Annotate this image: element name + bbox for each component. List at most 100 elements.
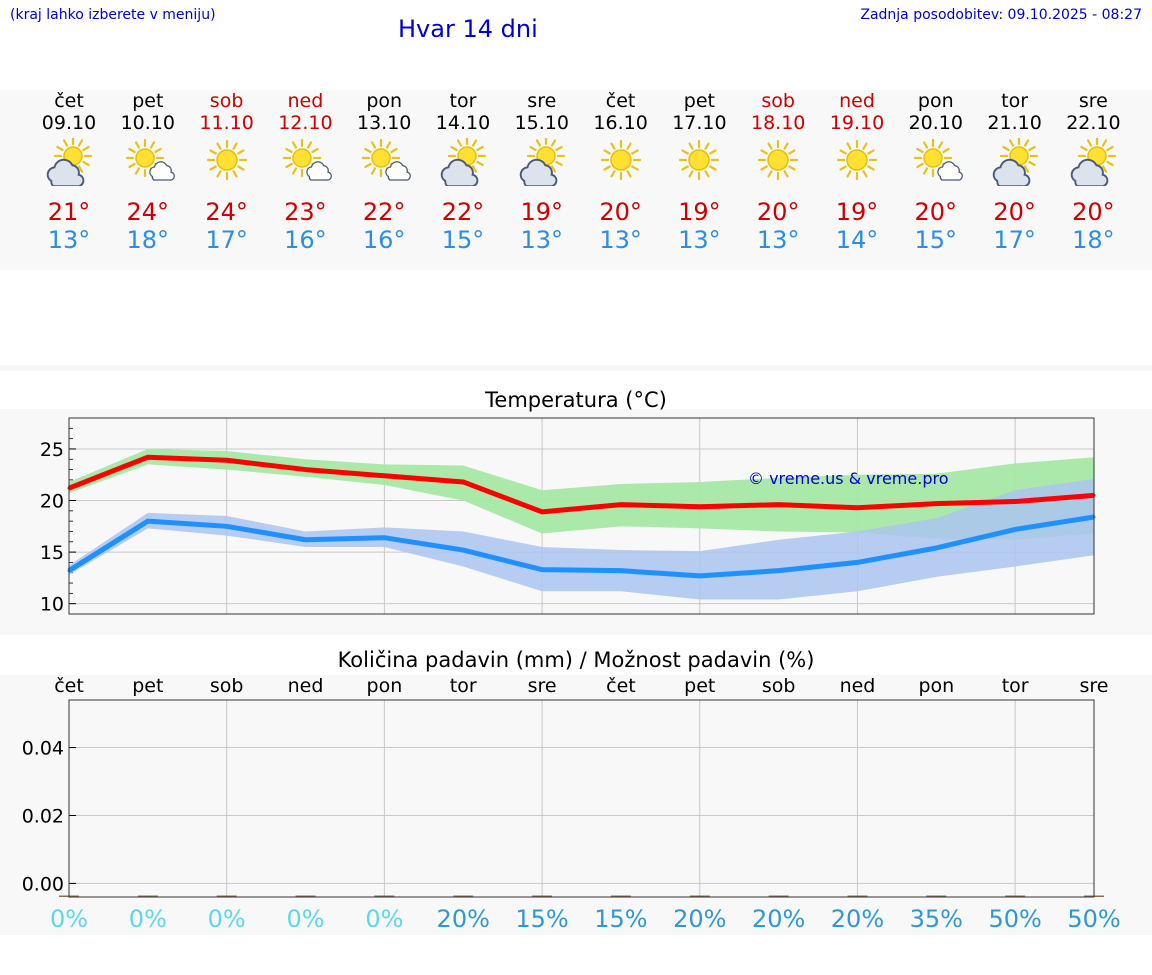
sun-cloud-small-icon xyxy=(913,138,963,181)
y-tick-label: 0.02 xyxy=(22,805,64,827)
day-date: 15.10 xyxy=(514,112,569,134)
max-temp-line-point xyxy=(698,505,702,509)
max-temp-line-point xyxy=(225,458,229,462)
category-label: pet xyxy=(684,675,715,697)
y-tick-label: 25 xyxy=(40,439,64,461)
category-label: ned xyxy=(288,675,324,697)
min-temp-line-point xyxy=(461,548,465,552)
precipitation-bar xyxy=(374,895,395,897)
precipitation-probability: 0% xyxy=(208,905,246,933)
max-temp: 19° xyxy=(835,198,879,226)
max-temp: 20° xyxy=(993,198,1036,226)
max-temp-line-point xyxy=(540,510,544,514)
max-temp: 21° xyxy=(47,198,91,226)
category-label: pon xyxy=(367,675,403,697)
precipitation-bar xyxy=(768,895,789,897)
sun-icon xyxy=(679,139,720,181)
day-forecast: ned 12.10 23° 16° xyxy=(265,90,345,254)
y-tick-label: 10 xyxy=(40,594,64,616)
min-temp: 15° xyxy=(441,226,485,254)
cloud-sun-icon xyxy=(46,138,93,186)
precipitation-probability: 0% xyxy=(129,905,167,933)
min-temp: 13° xyxy=(599,226,642,254)
cloud-glyph xyxy=(46,158,85,186)
sun-icon xyxy=(600,139,641,181)
day-date: 14.10 xyxy=(435,112,491,134)
page-title: Hvar 14 dni xyxy=(398,15,538,43)
day-name: čet xyxy=(605,90,636,112)
min-temp: 13° xyxy=(678,226,721,254)
sun-icon xyxy=(679,139,720,181)
precipitation-bar xyxy=(1005,895,1026,897)
min-temp: 13° xyxy=(520,226,564,254)
y-tick-label: 0.00 xyxy=(22,873,64,895)
category-label: pet xyxy=(132,675,163,697)
sun-cloud-small-icon xyxy=(283,138,333,181)
precipitation-probability: 20% xyxy=(673,905,726,933)
spacer-band xyxy=(0,365,1152,371)
min-temp: 18° xyxy=(126,226,170,254)
category-label: ned xyxy=(840,675,876,697)
day-forecast: pon 13.10 22° 16° xyxy=(344,90,424,254)
cloud-sun-icon xyxy=(440,138,487,186)
temperature-chart-title: Temperatura (°C) xyxy=(485,388,667,412)
min-temp: 15° xyxy=(914,226,958,254)
max-temp: 20° xyxy=(1072,198,1115,226)
min-temp: 17° xyxy=(205,226,248,254)
max-temp: 22° xyxy=(362,198,406,226)
day-date: 20.10 xyxy=(908,112,963,134)
day-date: 17.10 xyxy=(672,112,727,134)
max-temp-line-point xyxy=(1013,500,1017,504)
day-name: pon xyxy=(366,90,403,112)
precipitation-bar xyxy=(847,895,868,897)
precipitation-probability: 0% xyxy=(365,905,403,933)
min-temp-range-band xyxy=(69,478,1094,600)
day-forecast: čet 16.10 20° 13° xyxy=(581,90,661,254)
precipitation-probability: 0% xyxy=(286,905,324,933)
precipitation-probability: 20% xyxy=(752,905,805,933)
cloud-glyph xyxy=(149,161,175,181)
max-temp: 24° xyxy=(205,198,248,226)
cloud-glyph xyxy=(306,161,333,181)
cloud-glyph xyxy=(1071,158,1109,186)
precipitation-chart-title: Količina padavin (mm) / Možnost padavin … xyxy=(337,648,815,672)
day-name: pet xyxy=(132,90,164,112)
plot-frame xyxy=(68,417,1095,615)
max-temp-line-point xyxy=(382,474,386,478)
max-temp: 19° xyxy=(678,198,721,226)
precipitation-bar xyxy=(453,895,474,897)
day-forecast: sob 11.10 24° 17° xyxy=(187,90,267,254)
y-tick-label: 15 xyxy=(40,542,64,564)
max-temp-line-point xyxy=(934,502,938,506)
day-date: 16.10 xyxy=(593,112,648,134)
day-forecast: ned 19.10 19° 14° xyxy=(817,90,897,254)
day-forecast: tor 21.10 20° 17° xyxy=(975,90,1055,254)
category-label: pon xyxy=(918,675,954,697)
day-name: tor xyxy=(1001,90,1029,112)
day-name: sob xyxy=(209,90,244,112)
min-temp-line-point xyxy=(934,546,938,550)
max-temp: 20° xyxy=(599,198,642,226)
day-name: pet xyxy=(683,90,715,112)
min-temp-line xyxy=(67,514,1095,579)
min-temp: 17° xyxy=(993,226,1036,254)
daily-forecast-panel: čet 09.10 21° 13° pet 10.10 24° 18° sob 11.10 24° 1… xyxy=(0,90,1152,270)
precipitation-bar xyxy=(532,895,553,897)
max-temp: 22° xyxy=(441,198,485,226)
day-forecast: tor 14.10 22° 15° xyxy=(423,90,503,254)
location-menu-hint: (kraj lahko izberete v meniju) xyxy=(10,7,216,23)
day-forecast: sre 15.10 19° 13° xyxy=(502,90,582,254)
min-temp: 16° xyxy=(284,226,327,254)
precipitation-probability: 20% xyxy=(437,905,490,933)
day-name: tor xyxy=(449,90,477,112)
day-date: 18.10 xyxy=(750,112,806,134)
min-temp-line-point xyxy=(855,560,859,564)
cloud-glyph xyxy=(440,158,479,186)
sun-icon xyxy=(836,139,878,181)
day-date: 11.10 xyxy=(199,112,254,134)
max-temp-line-point xyxy=(461,480,465,484)
min-temp-line-point xyxy=(146,519,150,523)
precipitation-probability: 15% xyxy=(594,905,647,933)
day-name: sre xyxy=(527,90,557,112)
precipitation-bar xyxy=(137,895,158,897)
